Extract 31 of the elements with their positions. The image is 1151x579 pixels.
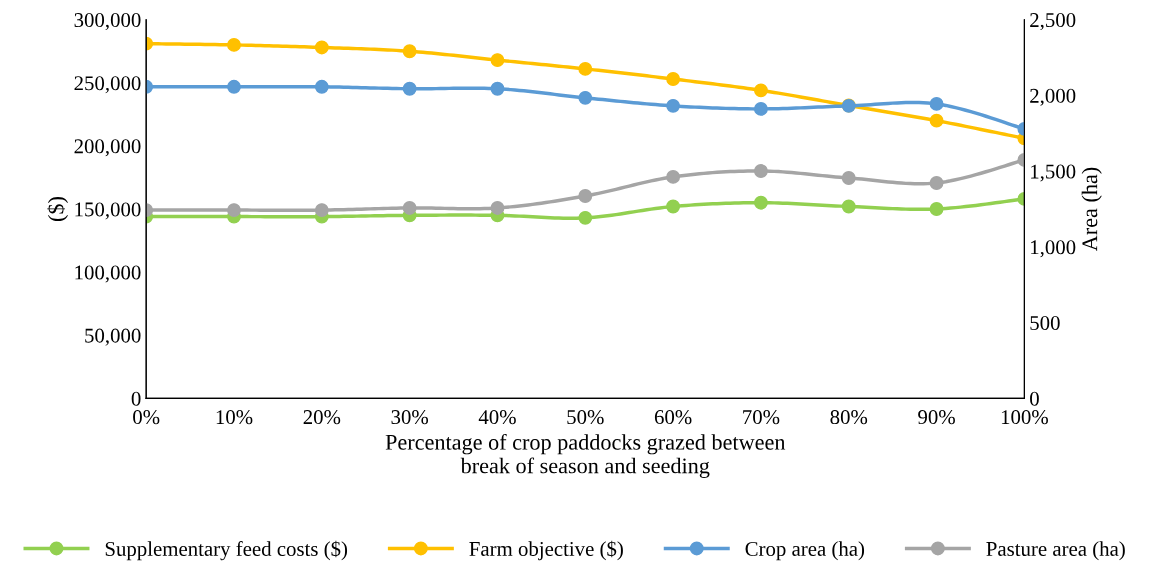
- x-axis-title: Percentage of crop paddocks grazed between break of season and seeding: [385, 433, 786, 478]
- y2-tick-label: 0: [1030, 391, 1039, 406]
- y-tick-label: 50,000: [85, 328, 141, 346]
- x-tick-label: 60%: [654, 410, 692, 425]
- x-tick-label: 50%: [567, 410, 604, 425]
- y2-tick-label: 1,000: [1031, 240, 1076, 258]
- x-tick-label: 70%: [743, 410, 780, 425]
- legend-label: Supplementary feed costs ($): [105, 540, 348, 561]
- y-tick-label: 250,000: [74, 76, 141, 94]
- x-tick-label: 80%: [830, 410, 868, 425]
- legend-label: Pasture area (ha): [986, 541, 1125, 561]
- x-tick-label: 20%: [303, 410, 341, 425]
- y-tick-label: 0: [131, 391, 141, 406]
- y2-axis-title: Area (ha): [1081, 167, 1102, 252]
- x-tick-label: 90%: [918, 410, 955, 425]
- y2-tick-label: 2,000: [1030, 88, 1076, 106]
- y-tick-label: 200,000: [74, 139, 141, 157]
- y-tick-label: 100,000: [75, 265, 141, 283]
- x-tick-label: 100%: [1001, 410, 1048, 425]
- y2-tick-label: 500: [1030, 315, 1060, 331]
- y-axis-title: ($): [47, 197, 69, 221]
- y-tick-label: 300,000: [74, 13, 141, 31]
- y-tick-label: 150,000: [75, 202, 141, 220]
- x-tick-label: 10%: [216, 410, 253, 425]
- y2-tick-label: 1,500: [1031, 164, 1076, 182]
- legend-label: Crop area (ha): [745, 541, 865, 561]
- x-tick-label: 40%: [478, 410, 516, 425]
- x-tick-label: 0%: [133, 410, 160, 425]
- x-tick-label: 30%: [391, 410, 429, 425]
- legend-label: Farm objective ($): [469, 540, 623, 561]
- y2-tick-label: 2,500: [1030, 13, 1076, 31]
